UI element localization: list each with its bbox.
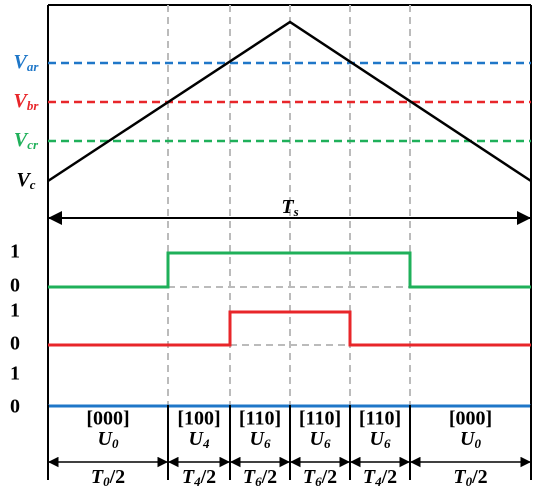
subscript: 6: [315, 474, 322, 489]
suffix: /2: [381, 466, 398, 488]
subscript: 6: [324, 436, 331, 451]
period-label: Ts: [281, 196, 298, 219]
vector-label: U6: [250, 428, 271, 451]
switch-state: [110]: [239, 408, 281, 430]
main-text: U: [189, 428, 205, 450]
phase-a-pulse: [48, 251, 531, 289]
switch-state: [000]: [86, 408, 129, 430]
time-label: T6/2: [303, 466, 337, 489]
subscript: 0: [474, 436, 481, 451]
time-label: T0/2: [453, 466, 487, 489]
main-text: T: [363, 466, 376, 488]
suffix: /2: [109, 466, 126, 488]
subscript: 4: [202, 436, 210, 451]
signal-label: Var: [14, 51, 40, 74]
main-text: V: [14, 129, 29, 151]
level-high: 1: [10, 300, 20, 322]
main-text: T: [243, 466, 256, 488]
subscript: cr: [27, 137, 39, 152]
time-label: T6/2: [243, 466, 277, 489]
switch-state: [110]: [359, 408, 401, 430]
subscript: 0: [103, 474, 110, 489]
main-text: T: [281, 196, 294, 218]
suffix: /2: [321, 466, 338, 488]
level-low: 0: [10, 396, 20, 418]
subscript: br: [27, 98, 40, 113]
suffix: /2: [471, 466, 488, 488]
main-text: T: [91, 466, 104, 488]
level-high: 1: [10, 363, 20, 385]
main-text: T: [303, 466, 316, 488]
time-label: T0/2: [91, 466, 125, 489]
switch-state: [100]: [177, 408, 220, 430]
main-text: T: [453, 466, 466, 488]
phase-b-pulse: [48, 310, 531, 347]
vector-label: U0: [460, 428, 481, 451]
signal-label: Vbr: [14, 90, 40, 113]
vector-label: U6: [370, 428, 391, 451]
switch-state: [000]: [449, 408, 492, 430]
segment-guides: [167, 5, 411, 405]
subscript: s: [293, 204, 299, 219]
level-low: 0: [10, 275, 20, 297]
time-label: T4/2: [182, 466, 216, 489]
level-high: 1: [10, 241, 20, 263]
main-text: U: [460, 428, 476, 450]
main-text: U: [250, 428, 266, 450]
carrier: [47, 20, 532, 183]
main-text: U: [310, 428, 326, 450]
subscript: ar: [27, 59, 40, 74]
switch-state: [110]: [299, 408, 341, 430]
signal-label: Vcr: [14, 129, 39, 152]
subscript: 4: [374, 474, 382, 489]
vector-label: U0: [98, 428, 119, 451]
vector-label: U6: [310, 428, 331, 451]
subscript: 6: [255, 474, 262, 489]
time-label: T4/2: [363, 466, 397, 489]
signal-label: Vc: [16, 169, 35, 192]
subscript: 6: [384, 436, 391, 451]
subscript: c: [30, 177, 36, 192]
main-text: U: [98, 428, 114, 450]
main-text: V: [14, 51, 29, 73]
subscript: 6: [264, 436, 271, 451]
vector-label: U4: [189, 428, 210, 451]
subscript: 4: [193, 474, 201, 489]
level-low: 0: [10, 333, 20, 355]
main-text: U: [370, 428, 386, 450]
suffix: /2: [200, 466, 217, 488]
subscript: 0: [112, 436, 119, 451]
main-text: T: [182, 466, 195, 488]
main-text: V: [14, 90, 29, 112]
suffix: /2: [261, 466, 278, 488]
subscript: 0: [466, 474, 473, 489]
main-text: V: [16, 169, 31, 191]
